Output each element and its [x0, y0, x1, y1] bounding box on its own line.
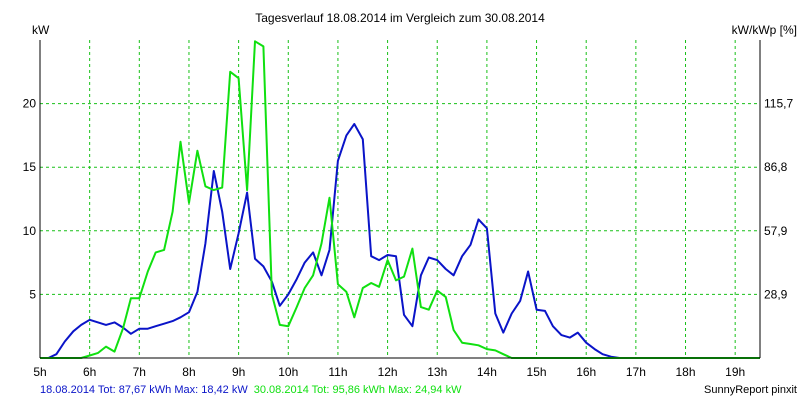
- y-tick-label-right: 28,9: [764, 287, 788, 301]
- y-tick-label-left: 5: [29, 287, 36, 301]
- x-tick-label: 12h: [378, 365, 398, 379]
- x-tick-label: 15h: [527, 365, 547, 379]
- chart-title: Tagesverlauf 18.08.2014 im Vergleich zum…: [255, 11, 545, 25]
- x-tick-label: 17h: [626, 365, 646, 379]
- x-tick-label: 14h: [477, 365, 497, 379]
- y-tick-label-right: 86,8: [764, 160, 788, 174]
- x-tick-label: 9h: [232, 365, 245, 379]
- legend-footer: 18.08.2014 Tot: 87,67 kWh Max: 18,42 kW …: [40, 384, 462, 396]
- x-tick-label: 16h: [576, 365, 596, 379]
- x-tick-label: 8h: [182, 365, 195, 379]
- x-tick-label: 5h: [33, 365, 46, 379]
- x-tick-label: 19h: [725, 365, 745, 379]
- x-tick-label: 10h: [278, 365, 298, 379]
- y-axis-right-label: kW/kWp [%]: [732, 23, 797, 37]
- axes: [39, 40, 761, 359]
- x-tick-labels: 5h 6h 7h 8h 9h 10h 11h 12h 13h 14h 15h 16h 17h 18h 19h: [33, 365, 745, 379]
- y-tick-label-left: 20: [23, 97, 37, 111]
- y-tick-label-left: 15: [23, 160, 37, 174]
- x-tick-label: 7h: [133, 365, 146, 379]
- y-tick-label-right: 115,7: [764, 97, 793, 111]
- legend-entry-series-2: 30.08.2014 Tot: 95,86 kWh Max: 24,94 kW: [254, 384, 462, 396]
- x-tick-label: 13h: [427, 365, 447, 379]
- y-tick-label-right: 57,9: [764, 224, 788, 238]
- y-tick-label-left: 10: [23, 224, 37, 238]
- y-axis-left-label: kW: [32, 23, 50, 37]
- credit-label: SunnyReport pinxit: [704, 384, 797, 396]
- legend-entry-series-1: 18.08.2014 Tot: 87,67 kWh Max: 18,42 kW: [40, 384, 248, 396]
- y-tick-labels: 5 10 15 20 28,9 57,9 86,8 115,7: [23, 97, 794, 302]
- x-tick-label: 11h: [328, 365, 347, 379]
- x-tick-label: 18h: [676, 365, 696, 379]
- x-tick-label: 6h: [83, 365, 96, 379]
